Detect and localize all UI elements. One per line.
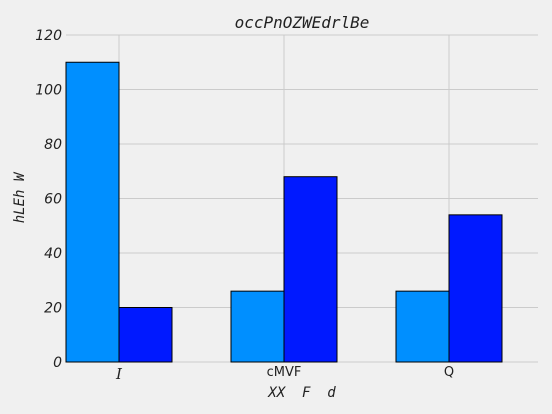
x-tick-label: Q (444, 365, 454, 380)
x-axis-label: XX F d (267, 385, 336, 401)
x-tick-label: cMVF (267, 365, 302, 380)
bar-series-2-q (448, 214, 503, 363)
y-tick-label: 60 (44, 192, 62, 208)
bars (65, 61, 503, 363)
x-tick-label: I (115, 365, 123, 383)
y-tick-label: 100 (35, 83, 62, 99)
bar-series-1-q (395, 290, 450, 363)
y-axis-label: hLEh W (12, 171, 28, 223)
bar-series-1-i (65, 61, 120, 363)
y-tick-label: 80 (44, 137, 62, 153)
chart-title: occPnOZWEdrlBe (235, 13, 370, 32)
y-tick-label: 40 (44, 246, 62, 262)
y-tick-label: 120 (35, 28, 62, 44)
y-tick-label: 0 (53, 355, 62, 371)
bar-series-2-cmvf (283, 176, 338, 363)
y-axis-ticks: 0 20 40 60 80 100 120 (35, 28, 62, 371)
bar-series-2-i (118, 307, 173, 363)
bar-series-1-cmvf (230, 290, 285, 363)
y-tick-label: 20 (44, 301, 62, 317)
